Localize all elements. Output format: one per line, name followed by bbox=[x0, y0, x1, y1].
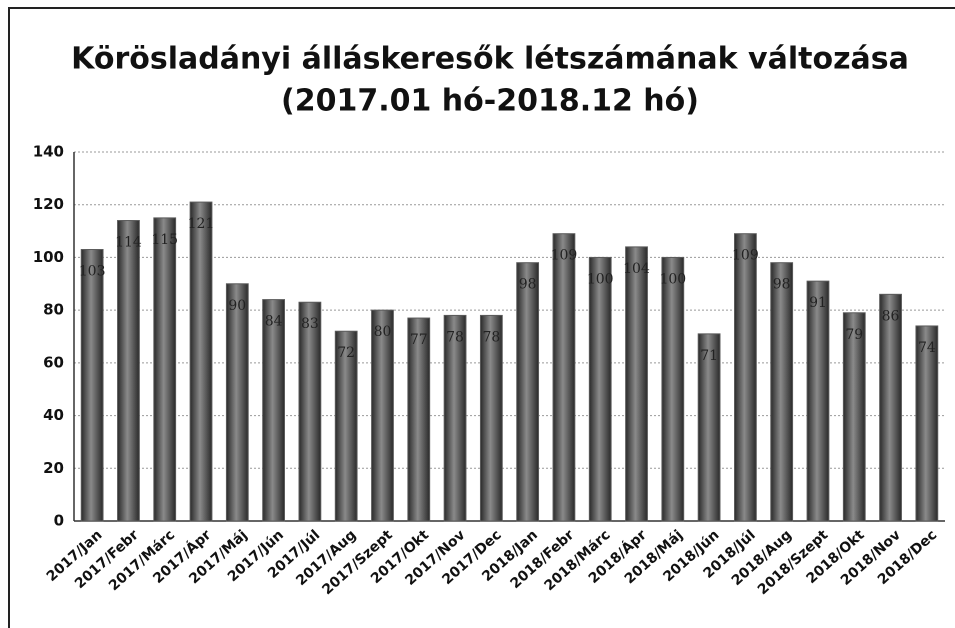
y-tick-label: 40 bbox=[43, 406, 64, 424]
bar bbox=[443, 314, 467, 522]
bar bbox=[661, 256, 685, 522]
bar bbox=[334, 330, 358, 522]
value-label: 83 bbox=[301, 316, 319, 332]
bar bbox=[552, 233, 576, 522]
bar bbox=[697, 333, 721, 522]
bar bbox=[479, 314, 503, 522]
bar bbox=[588, 256, 612, 522]
value-label: 121 bbox=[188, 216, 215, 232]
bar bbox=[189, 201, 213, 522]
y-tick-label: 140 bbox=[33, 143, 64, 161]
value-label: 109 bbox=[551, 248, 578, 264]
bar bbox=[407, 317, 431, 522]
value-label: 98 bbox=[773, 277, 791, 293]
value-label: 71 bbox=[700, 348, 718, 364]
value-label: 84 bbox=[265, 314, 283, 330]
y-tick-label: 20 bbox=[43, 459, 64, 477]
chart-subtitle: (2017.01 hó-2018.12 hó) bbox=[281, 84, 699, 119]
bar bbox=[915, 325, 939, 522]
value-label: 91 bbox=[809, 295, 827, 311]
y-tick-label: 0 bbox=[54, 512, 64, 530]
bar bbox=[371, 309, 394, 522]
value-label: 78 bbox=[482, 329, 500, 345]
y-tick-label: 100 bbox=[33, 248, 64, 266]
bar bbox=[117, 220, 140, 522]
bar bbox=[879, 293, 902, 522]
value-label: 79 bbox=[845, 327, 863, 343]
value-label: 100 bbox=[587, 271, 614, 287]
value-label: 80 bbox=[374, 324, 392, 340]
y-tick-label: 120 bbox=[33, 195, 64, 213]
chart-title: Körösladányi álláskeresők létszámának vá… bbox=[71, 42, 909, 77]
bar bbox=[298, 301, 322, 522]
bar bbox=[516, 262, 540, 522]
value-label: 98 bbox=[519, 277, 537, 293]
value-label: 115 bbox=[151, 232, 178, 248]
y-tick-label: 60 bbox=[43, 353, 64, 371]
chart-frame bbox=[8, 7, 955, 628]
value-label: 103 bbox=[79, 264, 106, 280]
value-label: 77 bbox=[410, 332, 428, 348]
bar bbox=[625, 246, 648, 522]
bar bbox=[80, 249, 104, 522]
bar bbox=[225, 283, 249, 522]
value-label: 74 bbox=[918, 340, 936, 356]
bar bbox=[262, 299, 285, 522]
bar bbox=[842, 312, 866, 522]
bar bbox=[734, 233, 757, 522]
value-label: 104 bbox=[623, 261, 650, 277]
value-label: 72 bbox=[337, 345, 355, 361]
value-label: 78 bbox=[446, 329, 464, 345]
value-label: 109 bbox=[732, 248, 759, 264]
bar bbox=[153, 217, 177, 522]
value-label: 90 bbox=[228, 298, 246, 314]
bar bbox=[806, 280, 830, 522]
value-label: 86 bbox=[882, 308, 900, 324]
value-label: 114 bbox=[115, 235, 142, 251]
value-label: 100 bbox=[659, 271, 686, 287]
y-tick-label: 80 bbox=[43, 301, 64, 319]
bar bbox=[770, 262, 794, 522]
